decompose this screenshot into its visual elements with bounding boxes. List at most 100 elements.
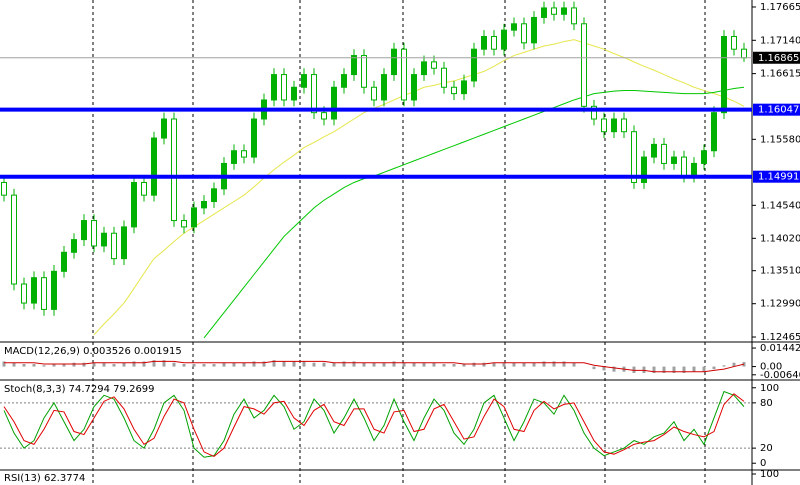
candle-body: [301, 74, 307, 88]
y-tick-label: 0: [760, 458, 766, 469]
y-tick-label: 1.15580: [760, 134, 800, 145]
y-tick-label: 1.17665: [760, 2, 800, 13]
candle-body: [541, 7, 547, 18]
y-tick-label: -0.006407: [760, 370, 800, 381]
candle-body: [511, 23, 517, 31]
candle-body: [151, 137, 157, 196]
candle-body: [61, 251, 67, 272]
candle-body: [371, 86, 377, 101]
candle-body: [351, 55, 357, 76]
candle-body: [211, 188, 217, 203]
candle-body: [711, 112, 717, 152]
candle-body: [161, 118, 167, 139]
indicator-line: [3, 393, 745, 458]
indicator-line: [3, 390, 745, 458]
y-tick-label: 100: [760, 469, 779, 480]
y-tick-label: 1.13510: [760, 266, 800, 277]
y-tick-label: 0.00: [760, 362, 782, 373]
candle-body: [621, 118, 627, 133]
candle-body: [341, 74, 347, 88]
candle-body: [451, 86, 457, 95]
candle-body: [701, 150, 707, 164]
candle-body: [41, 277, 47, 310]
candle-body: [71, 239, 77, 253]
candle-body: [281, 74, 287, 101]
y-tick-label: 1.17140: [760, 35, 800, 46]
y-tick-label: 20: [760, 443, 773, 454]
candle-body: [321, 112, 327, 120]
last-price-box: [753, 51, 800, 64]
level-label: 1.16047: [758, 105, 799, 116]
candle-body: [691, 162, 697, 177]
y-tick-label: 0.014425: [760, 343, 800, 354]
candle-body: [441, 67, 447, 88]
level-label-box: [753, 170, 800, 183]
candle-body: [241, 150, 247, 158]
candle-body: [681, 156, 687, 177]
candle-body: [381, 74, 387, 101]
candle-body: [531, 16, 537, 44]
y-tick-label: 1.12465: [760, 332, 800, 343]
candle-body: [391, 48, 397, 76]
candle-body: [401, 48, 407, 101]
indicator-line: [93, 39, 745, 336]
candle-body: [141, 181, 147, 196]
candle-body: [461, 80, 467, 95]
candle-body: [231, 150, 237, 164]
candle-body: [1, 181, 7, 196]
candle-body: [491, 35, 497, 50]
y-tick-label: 100: [760, 383, 779, 394]
candle-body: [331, 86, 337, 120]
candle-body: [671, 156, 677, 164]
indicator-line: [203, 86, 745, 339]
candle-body: [741, 48, 747, 59]
y-tick-label: 1.14020: [760, 233, 800, 244]
candle-body: [111, 232, 117, 260]
candle-body: [581, 23, 587, 107]
candle-body: [411, 74, 417, 101]
candle-body: [631, 131, 637, 183]
candle-body: [81, 220, 87, 241]
candle-body: [311, 74, 317, 114]
y-tick-label: 1.16615: [760, 69, 800, 80]
candle-body: [611, 118, 617, 133]
candle-body: [291, 86, 297, 101]
candle-body: [471, 48, 477, 82]
candle-body: [571, 7, 577, 25]
candle-body: [31, 277, 37, 304]
panel-title: RSI(13) 62.3774: [4, 473, 85, 484]
candle-body: [661, 143, 667, 164]
candle-body: [171, 118, 177, 222]
candle-body: [731, 35, 737, 50]
candle-body: [551, 7, 557, 15]
candle-body: [271, 74, 277, 101]
candle-body: [601, 118, 607, 133]
candle-body: [201, 201, 207, 209]
candle-body: [651, 143, 657, 158]
candle-body: [561, 7, 567, 15]
level-label-box: [753, 103, 800, 116]
candle-body: [431, 61, 437, 69]
candle-body: [181, 220, 187, 228]
panel-title: MACD(12,26,9) 0.003526 0.001915: [4, 346, 182, 357]
level-label: 1.14991: [758, 172, 799, 183]
candle-body: [51, 270, 57, 310]
candle-body: [251, 118, 257, 158]
y-tick-label: 80: [760, 398, 773, 409]
candle-body: [591, 105, 597, 120]
candle-body: [481, 35, 487, 50]
last-price-label: 1.16865: [758, 53, 799, 64]
candle-body: [361, 55, 367, 88]
candle-body: [501, 29, 507, 50]
y-tick-label: 1.12990: [760, 299, 800, 310]
y-tick-label: 1.14540: [760, 200, 800, 211]
candle-body: [721, 35, 727, 114]
candle-body: [191, 207, 197, 228]
indicator-line: [4, 360, 745, 373]
candle-body: [21, 283, 27, 304]
panel-title: Stoch(8,3,3) 74.7294 79.2699: [4, 384, 155, 395]
candle-body: [521, 23, 527, 44]
candle-body: [131, 181, 137, 228]
